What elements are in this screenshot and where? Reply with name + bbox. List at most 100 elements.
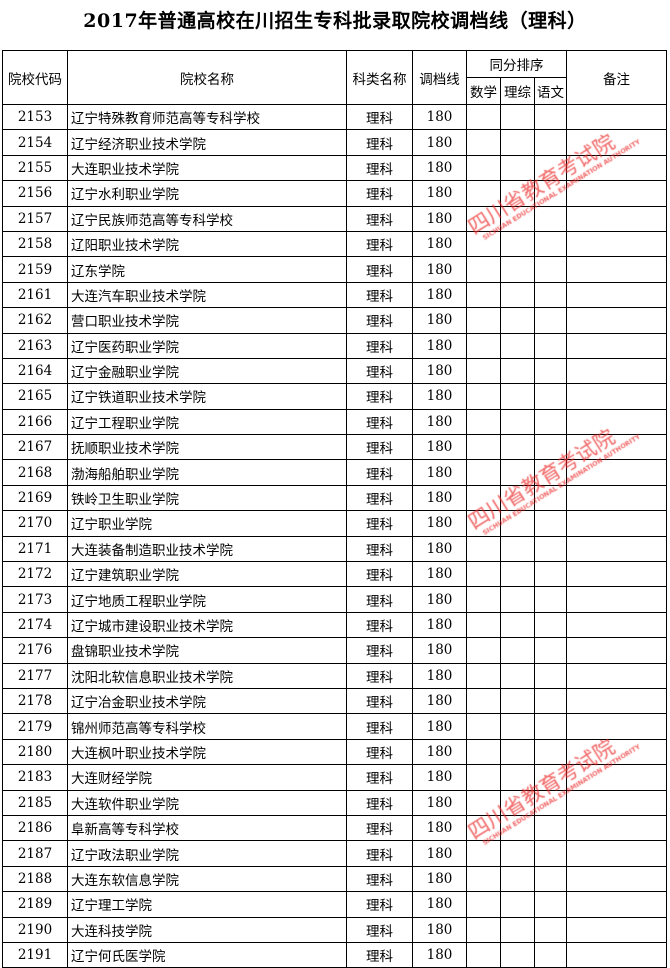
cell-remarks: [566, 941, 668, 968]
cell-line: 180: [412, 357, 467, 385]
cell-math: [466, 840, 501, 867]
cell-lizong: [500, 941, 535, 968]
table-row: 2174 辽宁城市建设职业技术学院 理科 180: [2, 611, 668, 639]
cell-lizong: [500, 256, 535, 283]
cell-line: 180: [412, 510, 467, 537]
cell-lizong: [500, 814, 535, 842]
cell-remarks: [566, 180, 668, 207]
cell-name: 盘锦职业技术学院: [67, 637, 347, 664]
cell-lizong: [500, 103, 535, 131]
header-tie-break: 同分排序: [465, 50, 568, 78]
cell-name: 辽宁经济职业技术学院: [67, 129, 347, 156]
cell-name: 辽宁民族师范高等专科学校: [67, 205, 347, 232]
cell-lizong: [500, 891, 535, 918]
cell-line: 180: [412, 865, 467, 893]
cell-name: 大连汽车职业技术学院: [67, 281, 347, 309]
cell-category: 理科: [346, 332, 413, 359]
cell-code: 2157: [2, 205, 68, 232]
cell-category: 理科: [346, 383, 413, 410]
cell-math: [466, 307, 501, 334]
cell-math: [466, 332, 501, 359]
cell-name: 大连枫叶职业技术学院: [67, 738, 347, 766]
cell-lizong: [500, 764, 535, 791]
cell-chinese: [533, 916, 568, 943]
cell-chinese: [533, 764, 568, 791]
cell-code: 2164: [2, 357, 68, 385]
table-row: 2167 抚顺职业技术学院 理科 180: [2, 434, 668, 461]
cell-line: 180: [412, 535, 467, 563]
table-row: 2186 阜新高等专科学校 理科 180: [2, 814, 668, 842]
cell-name: 渤海船舶职业学院: [67, 459, 347, 486]
cell-line: 180: [412, 230, 467, 258]
cell-remarks: [566, 459, 668, 486]
cell-line: 180: [412, 840, 467, 867]
cell-chinese: [533, 129, 568, 156]
cell-name: 辽宁水利职业学院: [67, 180, 347, 207]
cell-math: [466, 484, 501, 512]
cell-chinese: [533, 713, 568, 740]
cell-line: 180: [412, 256, 467, 283]
cell-lizong: [500, 789, 535, 816]
cell-chinese: [533, 484, 568, 512]
table-row: 2172 辽宁建筑职业学院 理科 180: [2, 561, 668, 588]
cell-remarks: [566, 103, 668, 131]
cell-remarks: [566, 510, 668, 537]
cell-name: 辽阳职业技术学院: [67, 230, 347, 258]
cell-category: 理科: [346, 535, 413, 563]
cell-line: 180: [412, 205, 467, 232]
cell-remarks: [566, 230, 668, 258]
cell-lizong: [500, 129, 535, 156]
cell-remarks: [566, 256, 668, 283]
cell-code: 2168: [2, 459, 68, 486]
cell-remarks: [566, 789, 668, 816]
cell-remarks: [566, 764, 668, 791]
cell-remarks: [566, 713, 668, 740]
table-row: 2166 辽宁工程职业学院 理科 180: [2, 408, 668, 436]
table-row: 2162 营口职业技术学院 理科 180: [2, 307, 668, 334]
cell-code: 2167: [2, 434, 68, 461]
cell-chinese: [533, 230, 568, 258]
cell-code: 2186: [2, 814, 68, 842]
cell-code: 2158: [2, 230, 68, 258]
cell-remarks: [566, 383, 668, 410]
cell-remarks: [566, 484, 668, 512]
cell-chinese: [533, 510, 568, 537]
cell-category: 理科: [346, 814, 413, 842]
cell-code: 2154: [2, 129, 68, 156]
cell-chinese: [533, 662, 568, 689]
header-chinese: 语文: [533, 77, 568, 105]
cell-name: 沈阳北软信息职业技术学院: [67, 662, 347, 689]
table-row: 2161 大连汽车职业技术学院 理科 180: [2, 281, 668, 309]
cell-chinese: [533, 687, 568, 715]
cell-lizong: [500, 510, 535, 537]
cell-line: 180: [412, 941, 467, 968]
cell-code: 2166: [2, 408, 68, 436]
cell-category: 理科: [346, 738, 413, 766]
header-remarks: 备注: [566, 50, 668, 105]
cell-remarks: [566, 687, 668, 715]
cell-line: 180: [412, 611, 467, 639]
cell-line: 180: [412, 459, 467, 486]
header-math: 数学: [466, 77, 501, 105]
cell-name: 营口职业技术学院: [67, 307, 347, 334]
cell-line: 180: [412, 789, 467, 816]
cell-category: 理科: [346, 611, 413, 639]
header-category: 科类名称: [346, 50, 413, 105]
table-row: 2179 锦州师范高等专科学校 理科 180: [2, 713, 668, 740]
cell-name: 大连装备制造职业技术学院: [67, 535, 347, 563]
cell-line: 180: [412, 484, 467, 512]
cell-lizong: [500, 434, 535, 461]
cell-code: 2189: [2, 891, 68, 918]
cell-category: 理科: [346, 484, 413, 512]
cell-code: 2173: [2, 586, 68, 613]
cell-category: 理科: [346, 154, 413, 182]
cell-category: 理科: [346, 230, 413, 258]
cell-name: 抚顺职业技术学院: [67, 434, 347, 461]
table-row: 2165 辽宁铁道职业技术学院 理科 180: [2, 383, 668, 410]
cell-lizong: [500, 611, 535, 639]
table-row: 2178 辽宁冶金职业技术学院 理科 180: [2, 687, 668, 715]
table-row: 2177 沈阳北软信息职业技术学院 理科 180: [2, 662, 668, 689]
cell-math: [466, 357, 501, 385]
cell-line: 180: [412, 332, 467, 359]
table-row: 2185 大连软件职业学院 理科 180: [2, 789, 668, 816]
